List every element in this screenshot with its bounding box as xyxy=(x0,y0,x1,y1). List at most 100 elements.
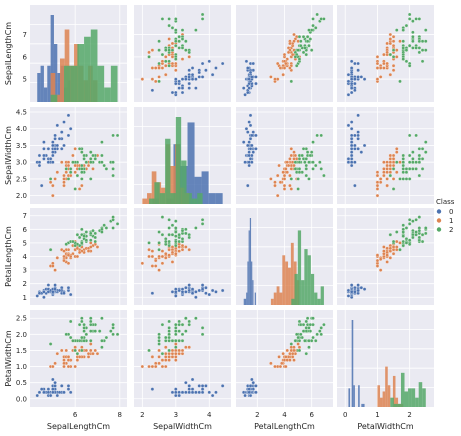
scatter-point-class-1 xyxy=(288,183,292,188)
scatter-point-class-1 xyxy=(277,163,281,168)
hist-bar-class-2 xyxy=(77,44,85,102)
scatter-point-class-0 xyxy=(53,147,57,151)
scatter-point-class-2 xyxy=(398,177,402,181)
scatter-point-class-0 xyxy=(349,86,354,90)
scatter-point-class-1 xyxy=(388,37,393,41)
hist-bar-class-2 xyxy=(400,372,405,407)
scatter-point-class-2 xyxy=(407,160,412,164)
scatter-point-class-2 xyxy=(160,215,165,219)
scatter-point-class-2 xyxy=(157,79,161,84)
scatter-point-class-2 xyxy=(200,326,205,330)
scatter-point-class-0 xyxy=(214,390,218,395)
legend-label-class-2: 2 xyxy=(449,226,453,234)
scatter-point-class-1 xyxy=(73,345,77,349)
scatter-point-class-1 xyxy=(282,177,287,181)
scatter-point-class-2 xyxy=(170,26,175,30)
scatter-point-class-2 xyxy=(414,17,418,21)
scatter-point-class-2 xyxy=(395,160,399,164)
hist-bar-class-0 xyxy=(248,230,250,305)
scatter-point-class-2 xyxy=(80,163,84,168)
scatter-point-class-2 xyxy=(305,35,310,39)
scatter-point-class-2 xyxy=(71,339,75,343)
hist-bar-class-1 xyxy=(282,255,286,305)
scatter-point-class-2 xyxy=(411,150,415,154)
y-axis-label: SepalWidthCm xyxy=(4,126,13,185)
scatter-point-class-2 xyxy=(174,322,178,327)
hist-bar-class-2 xyxy=(175,117,182,204)
scatter-point-class-2 xyxy=(84,230,89,234)
scatter-point-class-2 xyxy=(311,23,315,28)
scatter-point-class-2 xyxy=(411,46,415,50)
scatter-point-class-2 xyxy=(187,322,191,327)
scatter-point-class-0 xyxy=(53,133,57,138)
scatter-point-class-1 xyxy=(95,245,100,249)
scatter-point-class-2 xyxy=(97,329,102,333)
scatter-point-class-1 xyxy=(296,342,300,346)
scatter-point-class-1 xyxy=(273,183,277,188)
scatter-point-class-2 xyxy=(417,228,422,233)
scatter-point-class-2 xyxy=(319,133,323,138)
scatter-point-class-2 xyxy=(414,133,418,138)
scatter-point-class-0 xyxy=(177,393,181,398)
scatter-point-class-2 xyxy=(407,222,412,226)
scatter-point-class-0 xyxy=(207,292,212,297)
scatter-point-class-0 xyxy=(214,66,218,70)
scatter-point-class-2 xyxy=(401,243,405,248)
scatter-point-class-0 xyxy=(349,66,354,70)
scatter-point-class-0 xyxy=(346,294,351,298)
x-tick-label: 2 xyxy=(407,411,411,419)
scatter-point-class-1 xyxy=(284,355,288,359)
scatter-point-class-2 xyxy=(417,39,422,43)
scatter-point-class-2 xyxy=(293,160,298,164)
scatter-point-class-0 xyxy=(204,68,208,72)
scatter-point-class-1 xyxy=(51,183,55,188)
scatter-point-class-2 xyxy=(319,17,323,21)
scatter-point-class-0 xyxy=(359,150,364,154)
scatter-point-class-0 xyxy=(246,130,250,134)
scatter-point-class-2 xyxy=(82,234,86,238)
scatter-point-class-1 xyxy=(55,351,60,356)
scatter-point-class-0 xyxy=(248,393,253,398)
scatter-point-class-0 xyxy=(184,290,188,294)
scatter-point-class-2 xyxy=(157,61,161,66)
scatter-point-class-1 xyxy=(388,72,393,77)
scatter-point-class-0 xyxy=(190,291,195,295)
scatter-point-class-0 xyxy=(346,79,351,84)
scatter-point-class-1 xyxy=(62,249,66,253)
scatter-point-class-2 xyxy=(424,140,428,144)
scatter-point-class-2 xyxy=(66,177,71,181)
scatter-point-class-2 xyxy=(115,222,120,226)
scatter-point-class-2 xyxy=(311,167,315,171)
scatter-point-class-0 xyxy=(349,90,354,95)
scatter-point-class-0 xyxy=(254,384,258,388)
scatter-point-class-0 xyxy=(66,384,71,388)
scatter-point-class-0 xyxy=(37,163,42,168)
hist-bar-class-2 xyxy=(408,388,412,407)
scatter-point-class-0 xyxy=(248,384,253,388)
scatter-point-class-2 xyxy=(411,235,415,240)
scatter-point-class-2 xyxy=(304,351,308,356)
scatter-point-class-2 xyxy=(309,150,314,154)
scatter-point-class-2 xyxy=(391,48,396,52)
scatter-point-class-1 xyxy=(62,180,66,185)
scatter-point-class-1 xyxy=(375,180,380,185)
scatter-point-class-0 xyxy=(42,157,46,161)
scatter-point-class-0 xyxy=(190,66,195,70)
scatter-point-class-2 xyxy=(167,226,171,230)
scatter-point-class-2 xyxy=(200,332,205,337)
scatter-point-class-2 xyxy=(174,28,178,32)
scatter-point-class-1 xyxy=(180,348,185,353)
scatter-point-class-1 xyxy=(73,364,77,369)
scatter-point-class-1 xyxy=(378,75,383,79)
y-axis-label: PetalWidthCm xyxy=(4,330,13,387)
scatter-point-class-0 xyxy=(210,288,215,293)
legend-marker-class-0 xyxy=(436,209,442,214)
scatter-point-class-2 xyxy=(174,226,178,230)
scatter-point-class-2 xyxy=(80,177,84,181)
scatter-point-class-2 xyxy=(89,160,93,164)
hist-bar-class-0 xyxy=(348,388,351,407)
scatter-point-class-1 xyxy=(275,61,280,66)
hist-bar-class-1 xyxy=(285,261,289,305)
scatter-point-class-2 xyxy=(398,247,402,252)
hist-bar-class-2 xyxy=(397,403,401,407)
